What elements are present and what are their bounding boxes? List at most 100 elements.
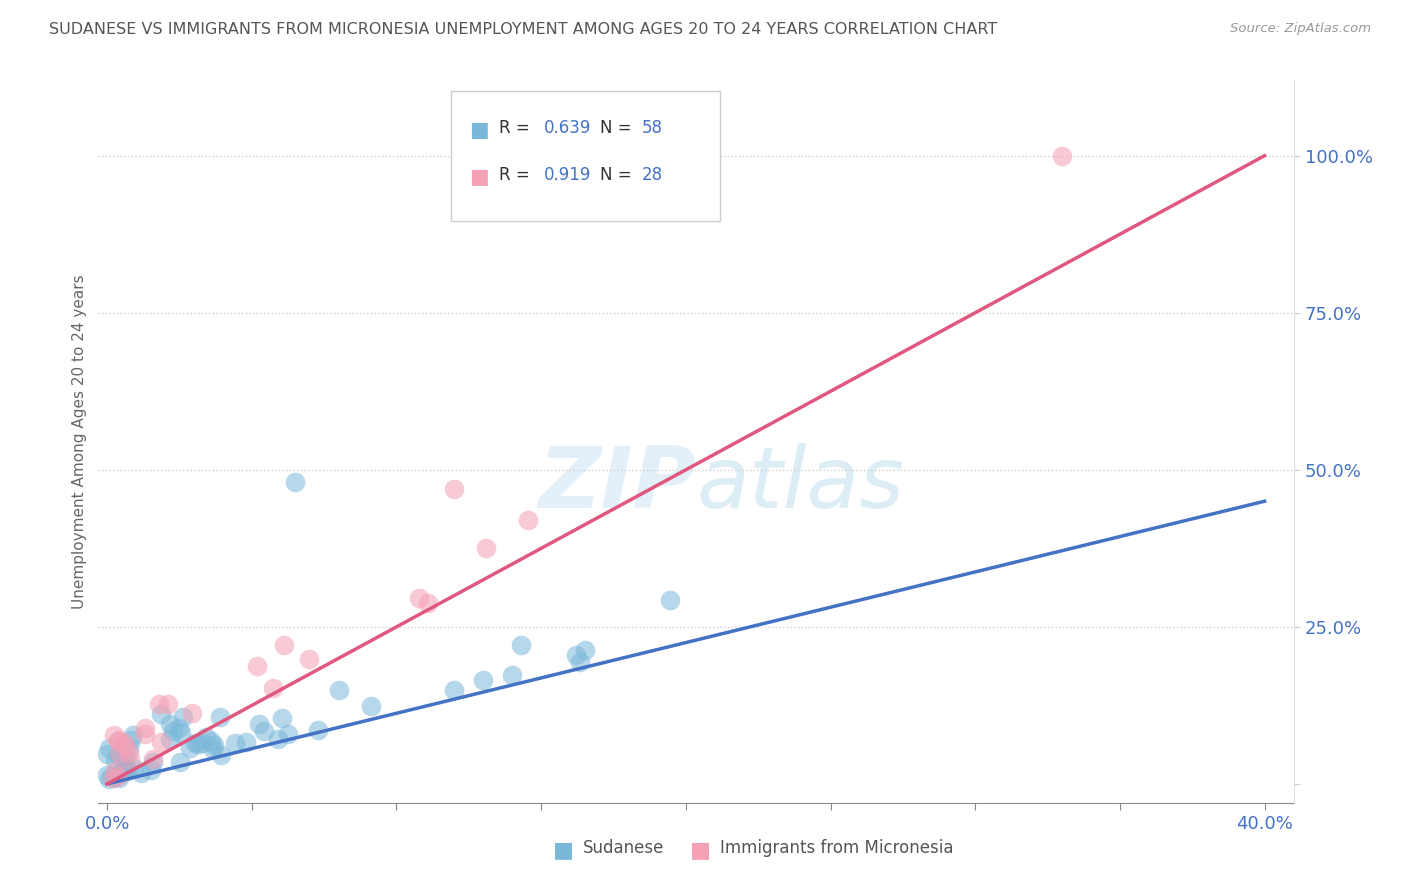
Point [96,767,118,781]
Point [273,638,295,652]
Point [179,741,201,756]
Point [101,768,124,782]
Point [209,748,232,763]
Point [266,732,288,747]
Point [247,717,270,731]
Point [159,716,181,731]
Point [103,728,125,742]
Point [253,723,276,738]
Point [107,733,129,747]
Point [107,747,129,762]
FancyBboxPatch shape [451,91,720,221]
Point [200,734,222,748]
Point [107,769,129,783]
Point [117,764,139,778]
Point [224,736,246,750]
Point [96,747,118,761]
Point [112,764,135,779]
Point [1050,149,1073,163]
Point [114,749,136,764]
Point [150,735,173,749]
Point [134,721,156,735]
Point [471,673,494,688]
Point [162,724,184,739]
Text: 0.919: 0.919 [544,166,592,184]
Point [97,740,120,755]
Point [307,723,329,737]
Point [172,710,194,724]
Point [104,764,127,778]
Point [114,760,136,774]
Point [170,726,193,740]
Text: ■: ■ [553,840,574,861]
Point [262,681,284,695]
Point [114,739,136,753]
Point [122,728,145,742]
Point [114,756,136,771]
Point [142,755,165,769]
Point [443,683,465,698]
Text: Sudanese: Sudanese [582,839,664,857]
Point [517,513,540,527]
Point [108,771,131,785]
Point [360,698,382,713]
Text: ■: ■ [470,167,489,187]
Text: SUDANESE VS IMMIGRANTS FROM MICRONESIA UNEMPLOYMENT AMONG AGES 20 TO 24 YEARS CO: SUDANESE VS IMMIGRANTS FROM MICRONESIA U… [49,22,997,37]
Point [298,652,321,666]
Point [103,753,125,767]
Text: Source: ZipAtlas.com: Source: ZipAtlas.com [1230,22,1371,36]
Point [157,697,180,711]
Point [509,638,531,652]
Point [112,736,135,750]
Point [167,721,190,735]
Point [202,742,225,756]
Text: atlas: atlas [696,443,904,526]
Point [134,727,156,741]
Point [180,706,202,720]
Text: R =: R = [499,166,534,184]
Point [122,760,145,774]
Point [202,739,225,753]
Point [659,593,682,607]
Point [328,682,350,697]
Point [120,752,142,766]
Text: N =: N = [600,119,637,136]
Point [142,752,165,766]
Point [474,541,496,555]
Point [107,766,129,780]
Point [169,756,191,770]
Point [564,648,586,663]
Point [416,596,439,610]
Point [148,697,170,711]
Point [569,655,592,669]
Point [101,771,124,785]
Point [191,736,214,750]
Text: ■: ■ [690,840,711,861]
Text: ZIP: ZIP [538,443,696,526]
Point [108,732,131,747]
Point [277,727,299,741]
Point [284,475,307,490]
Point [149,706,172,721]
Point [501,668,523,682]
Point [120,733,142,747]
Point [271,711,294,725]
Point [118,741,141,756]
Text: Immigrants from Micronesia: Immigrants from Micronesia [720,839,953,857]
Text: 28: 28 [643,166,664,184]
Point [103,770,125,784]
Point [184,737,207,751]
Y-axis label: Unemployment Among Ages 20 to 24 years: Unemployment Among Ages 20 to 24 years [72,274,87,609]
Text: N =: N = [600,166,637,184]
Point [141,764,163,778]
Point [235,735,257,749]
Point [108,746,131,760]
Text: ■: ■ [470,120,489,140]
Point [98,772,121,786]
Text: R =: R = [499,119,534,136]
Point [208,710,231,724]
Point [159,731,181,746]
Point [245,659,267,673]
Point [131,766,153,780]
Point [187,738,209,752]
